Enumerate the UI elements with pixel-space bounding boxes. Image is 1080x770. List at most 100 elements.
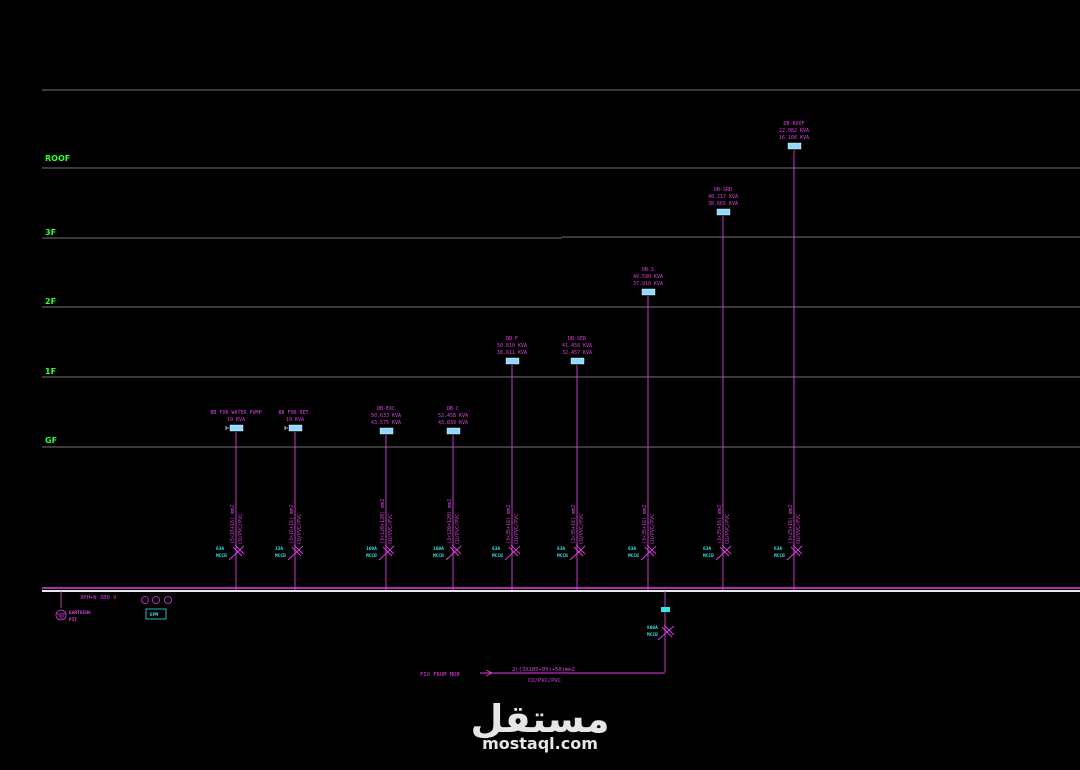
board-name: DB-C [447, 406, 459, 412]
distribution-board-box[interactable] [446, 427, 461, 435]
feeder-cable-type: CU/PVC/PVC [388, 514, 394, 544]
board-load-kva: 52.458 KVA [438, 413, 468, 419]
feeder-2: BB FOR RET.10 KVA (3×16+16) mm2 CU/PVC/PVC… [275, 410, 312, 590]
feeder-breaker-type: MCCB [774, 553, 785, 559]
level-label-3f: 3F [45, 228, 56, 237]
floor-lines [42, 89, 1080, 448]
incomer-breaker-rating: 800A [647, 625, 658, 631]
feeder-breaker-type: MCCB [275, 553, 286, 559]
earthing-label: EARTHING [69, 610, 91, 616]
incomer: 800A MCCB FIO FROM MDB 2((3X185+95)+50)m… [420, 591, 675, 684]
feeder-cable-type: CU/PVC/PVC [579, 514, 585, 544]
feeder-breaker-icon [504, 544, 521, 561]
distribution-board-box[interactable] [229, 424, 244, 432]
distribution-board-box[interactable] [379, 427, 394, 435]
feeder-breaker-type: MCCB [366, 553, 377, 559]
earthing-symbol-icon [55, 591, 67, 621]
feeder-cable-spec: (3×35+16) mm2 [506, 505, 512, 544]
board-name: BB FOR RET. [278, 410, 311, 416]
board-earth-mark-icon [284, 426, 288, 430]
board-name: BB FOR WATER PUMP [210, 410, 261, 416]
board-name: DB-F [506, 336, 518, 342]
level-label-gf: GF [45, 436, 57, 445]
feeder-cable-spec: (3×35+16) mm2 [571, 505, 577, 544]
feeder-cable-spec: (3×120+120) mm2 [447, 499, 453, 544]
feed-arrow-icon [485, 669, 493, 677]
meter-circles-icon [141, 596, 172, 604]
distribution-board-box[interactable] [787, 142, 802, 150]
feeder-cable-spec: (3×25+16) mm2 [788, 505, 794, 544]
distribution-board-box[interactable] [641, 288, 656, 296]
board-name: DB-SER [568, 336, 587, 342]
distribution-board-box[interactable] [288, 424, 303, 432]
feeder-breaker-icon [228, 544, 245, 561]
feeder-cable-type: CU/PVC/PVC [514, 514, 520, 544]
incomer-cable-spec: 2((3X185+95)+50)mm2 [512, 667, 575, 673]
board-name: DB-SRD [714, 187, 732, 193]
feeder-breaker-type: MCCB [703, 553, 714, 559]
watermark-latin: mostaql.com [482, 734, 598, 753]
busbar-label: 3PH+N 380 V [80, 595, 117, 601]
feeder-cable-type: CU/PVC/PVC [297, 514, 303, 544]
board-name: DB-ROOF [783, 121, 804, 127]
watermark-arabic: مستقل [471, 697, 610, 741]
feeder-cable-spec: (5×16+16) mm2 [230, 505, 236, 544]
incomer-breaker-type: MCCB [647, 632, 658, 638]
feeder-breaker-icon [786, 544, 803, 561]
board-load-kva: 50.810 KVA [497, 343, 527, 349]
feeder-cable-type: CU/PVC/PVC [455, 514, 461, 544]
distribution-board-box[interactable] [570, 357, 585, 365]
feeder-breaker-type: MCCB [628, 553, 639, 559]
feeder-cable-type: CU/PVC/PVC [650, 514, 656, 544]
board-load-kva: 50.633 KVA [371, 413, 401, 419]
feeder-breaker-icon [715, 544, 732, 561]
feeder-breaker-icon [640, 544, 657, 561]
feeder-breaker-rating: 63A [774, 546, 782, 552]
board-load-kva: 16.108 KVA [779, 135, 809, 141]
board-load-kva: 38.665 KVA [708, 201, 738, 207]
board-load-kva: 49.590 KVA [633, 274, 663, 280]
feeder-breaker-rating: 63A [492, 546, 500, 552]
incomer-breaker-icon [657, 624, 675, 641]
feeder-breaker-rating: 63A [216, 546, 224, 552]
feeder-breaker-rating: 160A [366, 546, 377, 552]
distribution-board-box[interactable] [505, 357, 520, 365]
distribution-board-box[interactable] [716, 208, 731, 216]
feeder-cable-type: CU/PVC/PVC [725, 514, 731, 544]
board-load-kva: 48.217 KVA [708, 194, 738, 200]
feeder-breaker-rating: 32A [275, 546, 283, 552]
board-load-kva: 41.456 KVA [562, 343, 592, 349]
feeder-breaker-rating: 63A [628, 546, 636, 552]
meter-label: EPM [150, 612, 158, 618]
level-label-roof: ROOF [45, 154, 70, 163]
level-label-1f: 1F [45, 367, 56, 376]
feeder-cable-type: CU/PVC/PVC [238, 514, 244, 544]
feeder-breaker-icon [287, 544, 304, 561]
meter-box [145, 608, 167, 620]
feeder-breaker-icon [445, 544, 462, 561]
feeder-breaker-type: MCCB [216, 553, 227, 559]
board-name: DB-EXC [377, 406, 395, 412]
incomer-feed-label: FIO FROM MDB [420, 672, 460, 678]
feeder-cable-spec: (3×35+16) mm2 [717, 505, 723, 544]
board-load-kva: 43.575 KVA [371, 420, 401, 426]
board-load-kva: 43.839 KVA [438, 420, 468, 426]
feeder-cable-type: CU/PVC/PVC [796, 514, 802, 544]
board-load-kva: 37.910 KVA [633, 281, 663, 287]
feeder-breaker-rating: 63A [703, 546, 711, 552]
feeder-breaker-rating: 160A [433, 546, 444, 552]
board-load-kva: 38.611 KVA [497, 350, 527, 356]
incomer-ct-box [661, 607, 670, 612]
earthing-pit-label: PIT [69, 617, 77, 623]
feeder-cable-spec: (3×120+120) mm2 [380, 499, 386, 544]
